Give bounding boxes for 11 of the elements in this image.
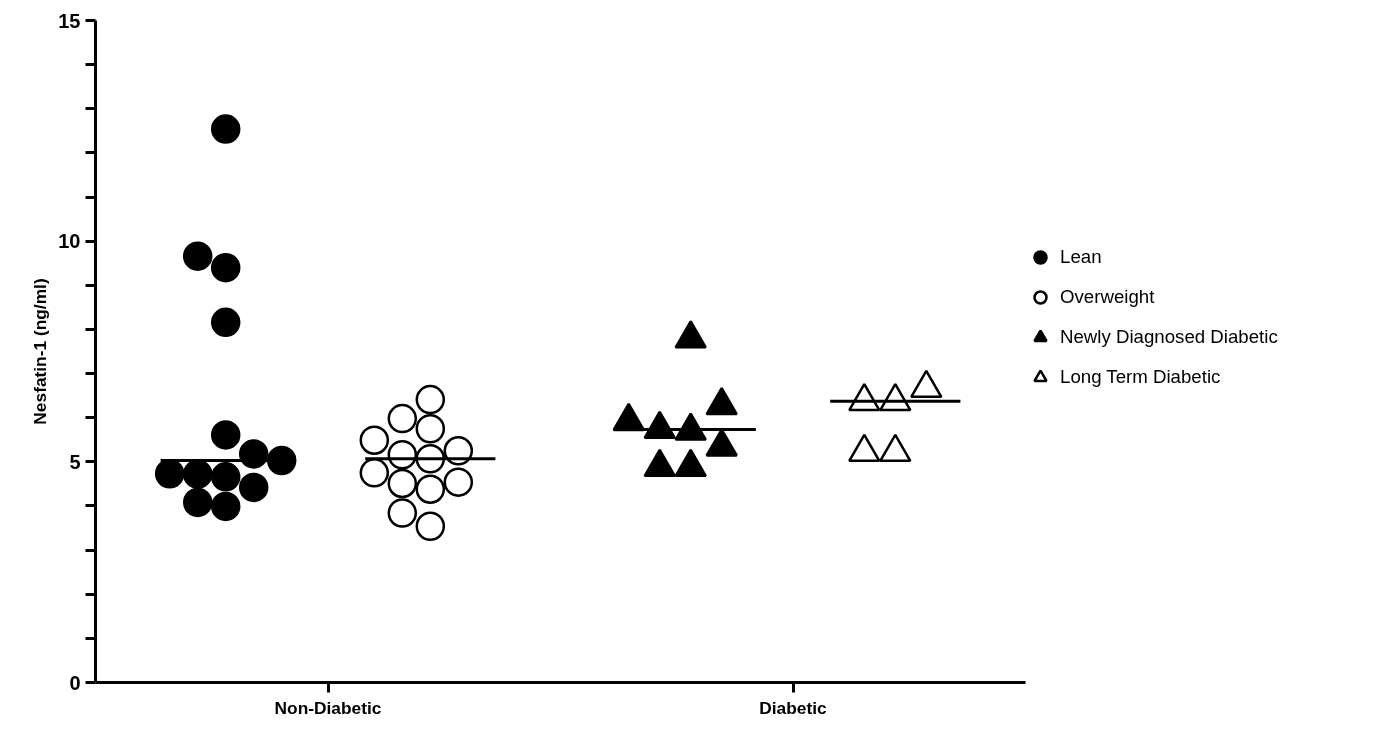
y-axis-title: Nesfatin-1 (ng/ml) xyxy=(30,278,51,425)
legend-label: Overweight xyxy=(1060,286,1155,308)
x-tick-label: Non-Diabetic xyxy=(274,697,382,718)
y-tick-label: 10 xyxy=(58,230,81,253)
legend-label: Newly Diagnosed Diabetic xyxy=(1060,326,1278,348)
x-tick-label: Diabetic xyxy=(759,697,828,718)
y-tick-label: 5 xyxy=(69,450,81,473)
legend-label: Lean xyxy=(1060,246,1102,268)
legend-label: Long Term Diabetic xyxy=(1060,366,1221,388)
y-tick-label: 15 xyxy=(58,9,81,32)
y-tick-label: 0 xyxy=(69,671,81,694)
